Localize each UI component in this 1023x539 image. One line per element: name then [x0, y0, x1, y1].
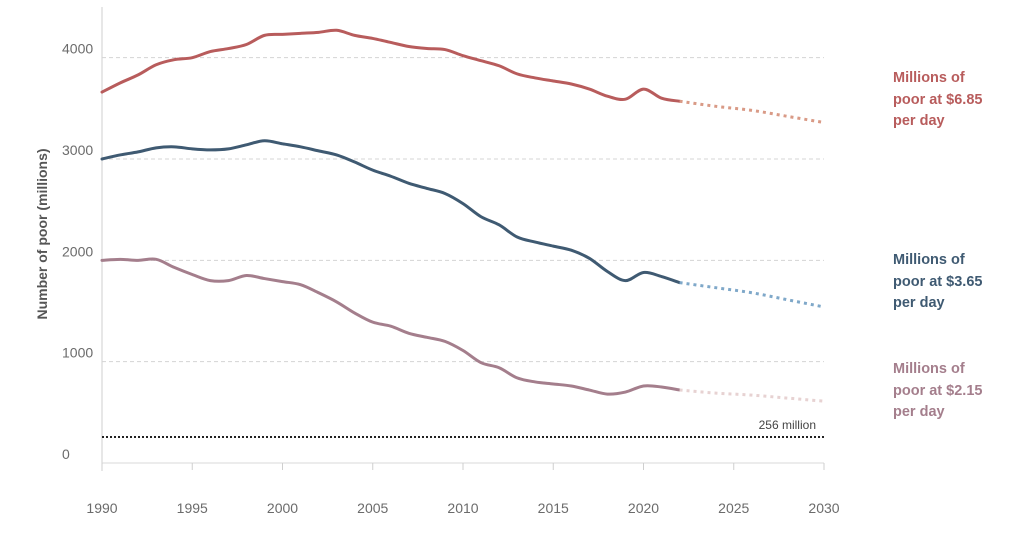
- reference-line-label: 256 million: [759, 418, 816, 432]
- x-axis-ticks: 1990 1995 2000 2005 2010 2015 2020 2025 2030: [86, 463, 840, 516]
- legend-6-85-line-3: per day: [893, 113, 945, 129]
- legend-6-85-line-2: poor at $6.85: [893, 91, 983, 108]
- x-tick-label-1995: 1995: [177, 500, 208, 516]
- y-tick-label-2000: 2000: [62, 243, 93, 259]
- legend-6-85-line-1: Millions of: [893, 70, 965, 86]
- x-tick-label-2030: 2030: [808, 500, 839, 516]
- reference-line-group: 256 million: [102, 418, 824, 439]
- y-tick-label-4000: 4000: [62, 41, 93, 57]
- legend-3-65: Millions of poor at $3.65 per day: [893, 250, 1018, 315]
- y-tick-label-1000: 1000: [62, 345, 93, 361]
- projection-line-3-65: [679, 281, 825, 309]
- y-tick-label-0: 0: [62, 446, 70, 462]
- series-lines: [100, 28, 825, 403]
- x-tick-label-2020: 2020: [628, 500, 659, 516]
- legend-2-15-line-1: Millions of: [893, 361, 965, 377]
- grid-lines: [101, 7, 824, 471]
- x-tick-label-2000: 2000: [267, 500, 298, 516]
- legend-3-65-line-2: poor at $3.65: [893, 273, 983, 290]
- projection-line-2-15: [679, 388, 825, 403]
- y-tick-label-3000: 3000: [62, 142, 93, 158]
- x-tick-label-1990: 1990: [86, 500, 117, 516]
- x-tick-label-2005: 2005: [357, 500, 388, 516]
- projection-line-6-85: [679, 99, 825, 124]
- legend-2-15-line-2: poor at $2.15: [893, 382, 983, 399]
- series-line-3-65: [100, 139, 682, 285]
- legend-3-65-line-3: per day: [893, 295, 945, 311]
- series-line-2-15: [100, 257, 682, 396]
- legend-2-15-line-3: per day: [893, 404, 945, 420]
- x-tick-label-2010: 2010: [447, 500, 478, 516]
- series-line-6-85: [100, 28, 682, 103]
- x-tick-label-2025: 2025: [718, 500, 749, 516]
- legend-6-85: Millions of poor at $6.85 per day: [893, 68, 1018, 133]
- legend-2-15: Millions of poor at $2.15 per day: [893, 359, 1018, 424]
- y-axis-label: Number of poor (millions): [34, 148, 50, 319]
- x-tick-label-2015: 2015: [538, 500, 569, 516]
- y-axis-ticks: 0 1000 2000 3000 4000: [62, 41, 93, 462]
- legend-3-65-line-1: Millions of: [893, 252, 965, 268]
